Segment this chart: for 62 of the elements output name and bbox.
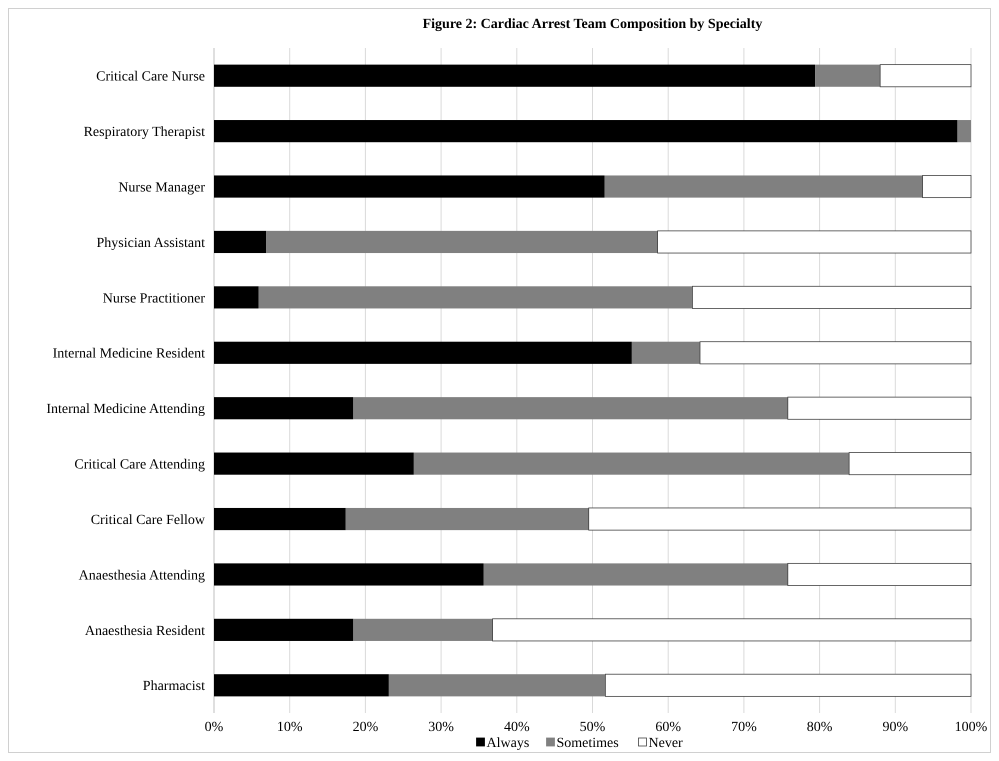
bar	[214, 674, 389, 696]
bar	[787, 562, 972, 586]
bar	[388, 674, 606, 696]
bar	[214, 286, 259, 308]
legend-label: Sometimes	[556, 736, 619, 751]
bar	[483, 563, 788, 586]
bar	[922, 175, 972, 198]
bar	[214, 563, 484, 586]
bar	[492, 618, 972, 642]
x-tick-label: 60%	[655, 720, 682, 735]
x-tick-label: 80%	[806, 720, 833, 735]
y-tick-label: Internal Medicine Attending	[46, 402, 205, 418]
y-tick-label: Respiratory Therapist	[84, 125, 206, 140]
bar	[588, 508, 972, 531]
bar	[214, 175, 605, 198]
y-tick-label: Critical Care Attending	[74, 458, 205, 473]
legend-label: Never	[648, 736, 684, 751]
x-tick-label: 100%	[954, 720, 988, 735]
x-tick-label: 90%	[882, 720, 908, 735]
bar	[604, 175, 923, 198]
x-tick-label: 0%	[204, 720, 224, 735]
y-tick-label: Critical Care Nurse	[96, 70, 205, 85]
bar	[214, 230, 266, 254]
y-tick-label: Anaesthesia Resident	[84, 624, 206, 639]
bar	[957, 120, 971, 142]
y-tick-label: Anaesthesia Attending	[78, 568, 205, 584]
y-tick-label: Physician Assistant	[96, 236, 206, 251]
bar	[266, 230, 658, 254]
bar	[214, 452, 414, 475]
chart-title: Figure 2: Cardiac Arrest Team Composition by Specialty	[422, 17, 762, 32]
y-tick-label: Critical Care Fellow	[90, 512, 206, 528]
bar	[214, 342, 632, 364]
legend-label: Always	[486, 736, 530, 751]
bar	[848, 452, 972, 476]
bar	[353, 618, 493, 641]
bar	[692, 286, 972, 309]
x-tick-label: 70%	[731, 720, 758, 735]
x-tick-label: 50%	[580, 720, 606, 735]
bar	[815, 64, 880, 87]
y-tick-label: Nurse Practitioner	[102, 291, 206, 306]
bar	[632, 342, 700, 364]
y-tick-label: Pharmacist	[142, 679, 206, 694]
bar	[787, 396, 972, 420]
bar	[214, 618, 354, 641]
bar	[346, 508, 589, 530]
bar	[214, 120, 958, 142]
x-tick-label: 10%	[276, 720, 303, 735]
bar	[258, 286, 692, 308]
x-tick-label: 40%	[504, 720, 530, 735]
y-tick-label: Internal Medicine Resident	[52, 346, 206, 362]
bar	[657, 230, 972, 254]
bar	[880, 64, 972, 88]
bar	[700, 341, 972, 364]
bar	[414, 452, 850, 475]
bar	[353, 397, 788, 420]
bar	[214, 64, 816, 87]
bar	[214, 397, 354, 420]
bar	[604, 674, 972, 697]
bar	[214, 508, 346, 530]
y-tick-label: Nurse Manager	[118, 180, 206, 196]
x-tick-label: 20%	[352, 720, 379, 735]
x-tick-label: 30%	[428, 720, 454, 735]
